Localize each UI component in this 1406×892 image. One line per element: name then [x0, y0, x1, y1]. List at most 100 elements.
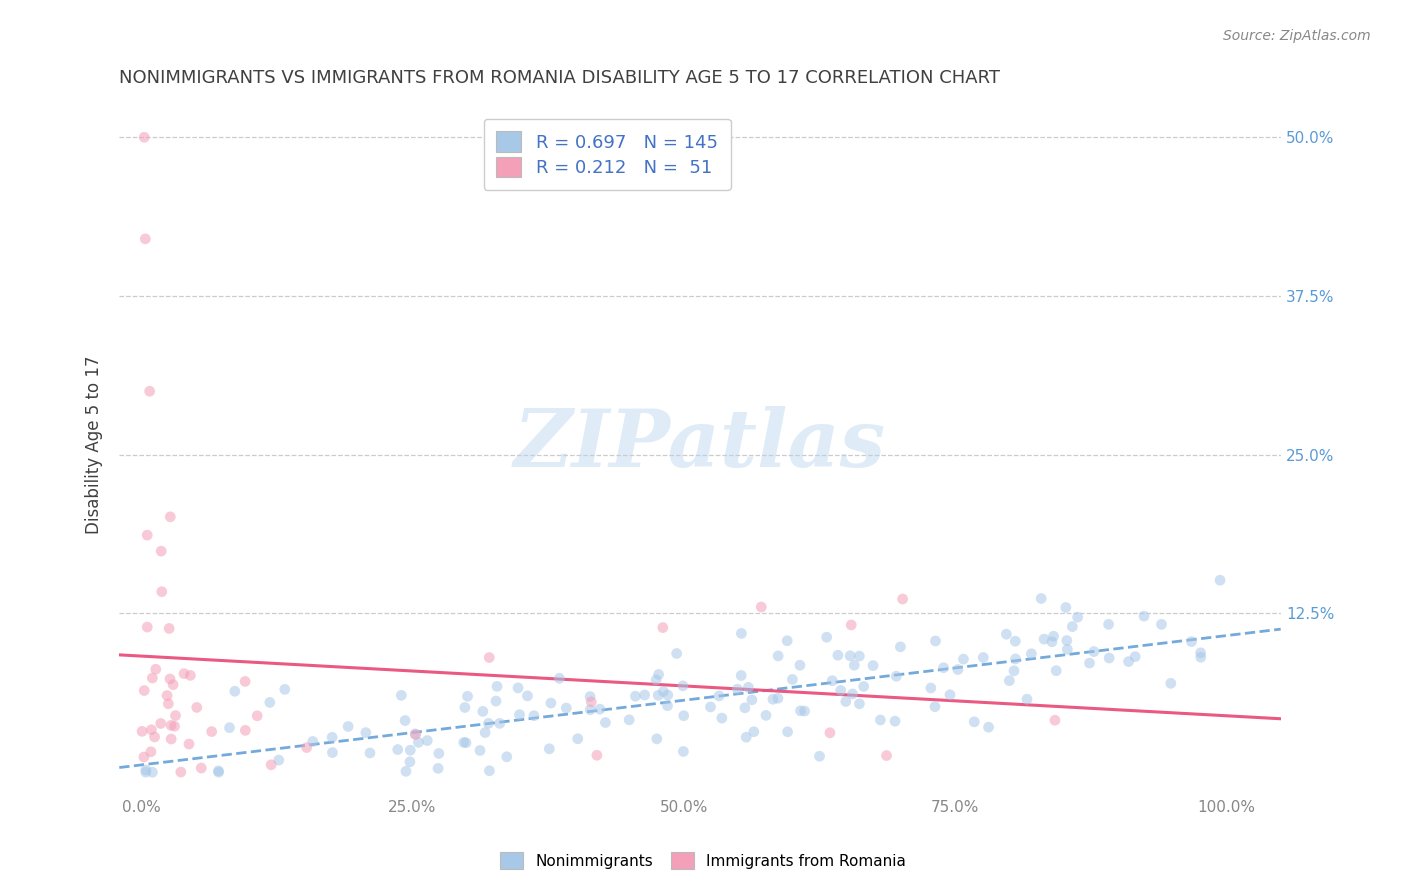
Point — [1097, 617, 1119, 632]
Point — [1004, 634, 1026, 648]
Point — [389, 689, 412, 703]
Point — [1043, 713, 1066, 727]
Point — [734, 701, 756, 715]
Point — [815, 630, 838, 644]
Point — [405, 727, 427, 741]
Point — [1150, 617, 1173, 632]
Point — [259, 695, 281, 709]
Point — [645, 673, 668, 687]
Point — [876, 748, 898, 763]
Point — [134, 130, 156, 145]
Point — [267, 753, 290, 767]
Point — [156, 689, 179, 703]
Point — [776, 724, 799, 739]
Point — [136, 528, 159, 542]
Point — [932, 661, 955, 675]
Point — [395, 764, 418, 779]
Point — [848, 697, 870, 711]
Point — [586, 748, 609, 763]
Point — [190, 761, 212, 775]
Point — [730, 626, 752, 640]
Point — [657, 688, 679, 702]
Y-axis label: Disability Age 5 to 17: Disability Age 5 to 17 — [86, 356, 103, 534]
Point — [1002, 664, 1025, 678]
Point — [977, 720, 1000, 734]
Point — [1078, 656, 1101, 670]
Text: NONIMMIGRANTS VS IMMIGRANTS FROM ROMANIA DISABILITY AGE 5 TO 17 CORRELATION CHAR: NONIMMIGRANTS VS IMMIGRANTS FROM ROMANIA… — [120, 69, 1000, 87]
Point — [1004, 652, 1026, 666]
Point — [1042, 629, 1064, 643]
Point — [224, 684, 246, 698]
Point — [946, 663, 969, 677]
Point — [548, 671, 571, 685]
Point — [889, 640, 911, 654]
Point — [138, 384, 160, 399]
Point — [1180, 634, 1202, 648]
Point — [141, 723, 163, 737]
Point — [141, 765, 163, 780]
Point — [839, 618, 862, 632]
Point — [165, 708, 187, 723]
Point — [651, 621, 673, 635]
Point — [179, 668, 201, 682]
Point — [789, 704, 811, 718]
Point — [486, 680, 509, 694]
Point — [665, 647, 688, 661]
Point — [233, 723, 256, 738]
Point — [208, 765, 231, 780]
Point — [998, 673, 1021, 688]
Point — [1062, 619, 1084, 633]
Point — [672, 679, 695, 693]
Point — [427, 747, 450, 761]
Point — [477, 716, 499, 731]
Point — [995, 627, 1018, 641]
Point — [295, 740, 318, 755]
Point — [924, 699, 946, 714]
Point — [427, 761, 450, 775]
Point — [143, 730, 166, 744]
Point — [589, 702, 612, 716]
Point — [742, 724, 765, 739]
Point — [818, 726, 841, 740]
Point — [633, 688, 655, 702]
Point — [359, 746, 381, 760]
Point — [844, 658, 866, 673]
Point — [399, 743, 422, 757]
Point — [132, 750, 155, 764]
Point — [201, 724, 224, 739]
Point — [1021, 647, 1043, 661]
Point — [839, 648, 862, 663]
Point — [150, 544, 173, 558]
Point — [471, 705, 494, 719]
Point — [321, 731, 343, 745]
Point — [555, 701, 578, 715]
Point — [827, 648, 849, 663]
Point — [540, 696, 562, 710]
Point — [150, 584, 173, 599]
Point — [454, 700, 477, 714]
Text: Source: ZipAtlas.com: Source: ZipAtlas.com — [1223, 29, 1371, 44]
Point — [399, 755, 422, 769]
Point — [841, 687, 863, 701]
Point — [509, 707, 531, 722]
Point — [730, 668, 752, 682]
Point — [157, 697, 180, 711]
Point — [468, 743, 491, 757]
Point — [699, 700, 721, 714]
Point — [647, 689, 669, 703]
Point — [523, 708, 546, 723]
Point — [735, 730, 758, 744]
Point — [485, 694, 508, 708]
Legend: R = 0.697   N = 145, R = 0.212   N =  51: R = 0.697 N = 145, R = 0.212 N = 51 — [484, 119, 731, 190]
Point — [387, 742, 409, 756]
Point — [645, 731, 668, 746]
Point — [159, 509, 181, 524]
Point — [1045, 664, 1067, 678]
Point — [924, 634, 946, 648]
Point — [1056, 642, 1078, 657]
Point — [136, 620, 159, 634]
Point — [478, 650, 501, 665]
Point — [707, 689, 730, 703]
Point — [891, 592, 914, 607]
Point — [1118, 655, 1140, 669]
